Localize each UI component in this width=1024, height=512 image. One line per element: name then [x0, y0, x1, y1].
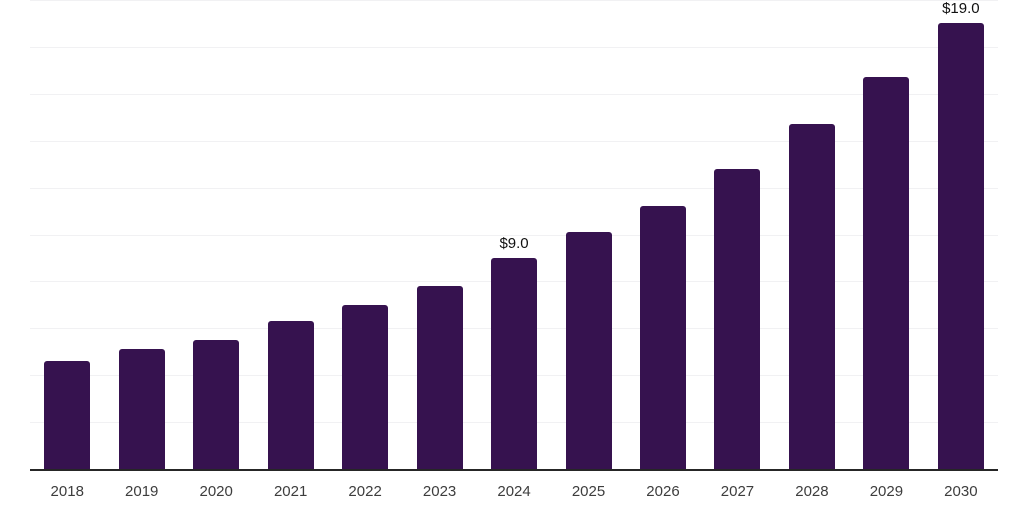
- x-tick-label-2030: 2030: [944, 483, 978, 500]
- x-tick-label-2025: 2025: [571, 483, 606, 500]
- bar-2026: [639, 206, 686, 469]
- gridline-16: [30, 93, 998, 95]
- bar-2022: [342, 304, 389, 469]
- gridline-18: [30, 46, 998, 48]
- gridline-10: [30, 234, 998, 236]
- bar-2021: [267, 321, 314, 469]
- bar-2028: [788, 124, 835, 469]
- bar-slot-2021: [253, 0, 327, 469]
- bar-slot-2027: [700, 0, 774, 469]
- bar-value-label-2024: $9.0: [499, 234, 529, 252]
- x-tick-label-2024: 2024: [497, 483, 531, 500]
- bar-slot-2026: [626, 0, 700, 469]
- bar-2029: [863, 77, 910, 469]
- bar-2027: [714, 168, 761, 469]
- x-tick-label-2019: 2019: [125, 483, 159, 500]
- bar-slot-2025: [551, 0, 625, 469]
- gridline-14: [30, 140, 998, 142]
- x-tick-label-2029: 2029: [869, 483, 904, 500]
- bar-slot-2023: [402, 0, 476, 469]
- bar-2024: [491, 257, 538, 469]
- bars-container: $9.0 $19.0: [30, 0, 998, 469]
- x-tick-label-2023: 2023: [422, 483, 457, 500]
- bar-2020: [193, 340, 240, 469]
- x-tick-label-2026: 2026: [646, 483, 680, 500]
- bar-2018: [44, 361, 91, 469]
- bar-slot-2020: [179, 0, 253, 469]
- bar-2025: [565, 232, 612, 469]
- bar-2019: [118, 349, 165, 469]
- bar-slot-2024: $9.0: [477, 0, 551, 469]
- bar-slot-2028: [775, 0, 849, 469]
- bar-slot-2019: [104, 0, 178, 469]
- x-tick-label-2028: 2028: [795, 483, 829, 500]
- gridline-12: [30, 187, 998, 189]
- x-axis-line: [30, 469, 998, 471]
- x-tick-label-2027: 2027: [720, 483, 755, 500]
- x-tick-label-2018: 2018: [50, 483, 84, 500]
- bar-slot-2030: $19.0: [924, 0, 998, 469]
- bar-slot-2022: [328, 0, 402, 469]
- x-tick-label-2021: 2021: [273, 483, 308, 500]
- bar-value-label-2030: $19.0: [942, 0, 980, 18]
- x-tick-label-2022: 2022: [348, 483, 382, 500]
- x-tick-label-2020: 2020: [199, 483, 233, 500]
- bar-2030: [937, 23, 984, 469]
- bar-slot-2018: [30, 0, 104, 469]
- plot-area: $9.0 $19.0: [30, 0, 998, 471]
- x-axis-labels: 2018 2019 2020 2021 2022 2023 2024 2025 2026 2027…: [30, 482, 998, 502]
- bar-slot-2029: [849, 0, 923, 469]
- bar-2023: [416, 286, 463, 469]
- gridline-20: [30, 0, 998, 1]
